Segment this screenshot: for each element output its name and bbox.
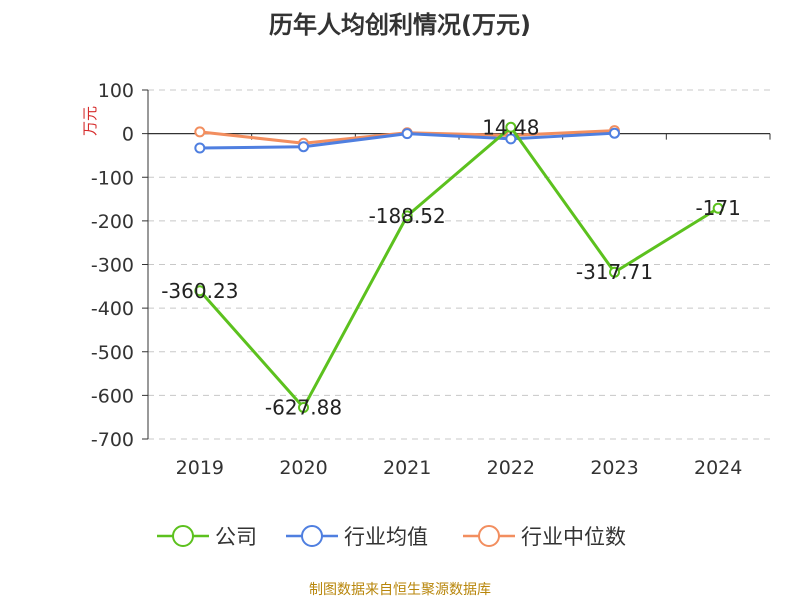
- legend-label: 行业均值: [344, 525, 428, 549]
- data-point: [401, 128, 413, 140]
- y-tick-label: -700: [91, 429, 134, 451]
- data-label: -627.88: [265, 396, 342, 420]
- data-point: [609, 127, 620, 139]
- y-tick-label: -200: [91, 211, 134, 233]
- data-point: [298, 141, 309, 153]
- data-label: 14.48: [482, 115, 539, 139]
- axes: 100 0 -100 -200 -300 -400 -500 -600 -700 2019 2020…: [91, 80, 771, 479]
- legend-label: 行业中位数: [521, 525, 626, 549]
- x-tick-label: 2019: [176, 457, 224, 479]
- series-line-company: [198, 125, 719, 410]
- y-axis-label: 万元: [81, 106, 99, 136]
- data-point: [194, 142, 206, 154]
- data-label: -188.52: [369, 204, 446, 228]
- data-point: [505, 121, 517, 133]
- x-tick-label: 2021: [383, 457, 431, 479]
- y-tick-label: -500: [91, 342, 134, 364]
- x-tick-label: 2022: [487, 457, 535, 479]
- data-point: [505, 133, 517, 145]
- x-tick-label: 2024: [694, 457, 742, 479]
- legend-item-company[interactable]: 公司: [157, 520, 257, 552]
- gridlines: [148, 89, 770, 440]
- data-label: -317.71: [576, 260, 653, 284]
- legend-item-industry-median[interactable]: 行业中位数: [463, 520, 626, 552]
- series-lines: [194, 121, 724, 414]
- y-tick-label: 100: [98, 80, 134, 102]
- data-point: [194, 285, 206, 297]
- data-point: [401, 210, 413, 222]
- legend-marker-icon: [463, 525, 515, 547]
- data-point: [712, 202, 724, 214]
- y-tick-label: -100: [91, 167, 134, 189]
- data-labels: -360.23 -627.88 -188.52 14.48 -317.71 -171: [161, 115, 741, 419]
- data-source-note: 制图数据来自恒生聚源数据库: [309, 582, 491, 598]
- y-tick-label: -600: [91, 385, 134, 407]
- legend-marker-icon: [286, 525, 338, 547]
- legend-label: 公司: [215, 525, 257, 549]
- y-tick-label: -300: [91, 255, 134, 277]
- legend-item-industry-avg[interactable]: 行业均值: [286, 520, 428, 552]
- chart-title: 历年人均创利情况(万元): [269, 11, 531, 39]
- data-point: [298, 402, 309, 414]
- data-label: -360.23: [161, 279, 238, 303]
- data-label: -171: [695, 196, 740, 220]
- y-tick-label: 0: [122, 124, 134, 146]
- legend: 公司 行业均值 行业中位数: [0, 520, 800, 552]
- y-tick-label: -400: [91, 298, 134, 320]
- x-tick-label: 2023: [590, 457, 638, 479]
- data-point: [194, 126, 206, 138]
- legend-marker-icon: [157, 525, 209, 547]
- data-point: [609, 266, 620, 278]
- x-tick-label: 2020: [279, 457, 327, 479]
